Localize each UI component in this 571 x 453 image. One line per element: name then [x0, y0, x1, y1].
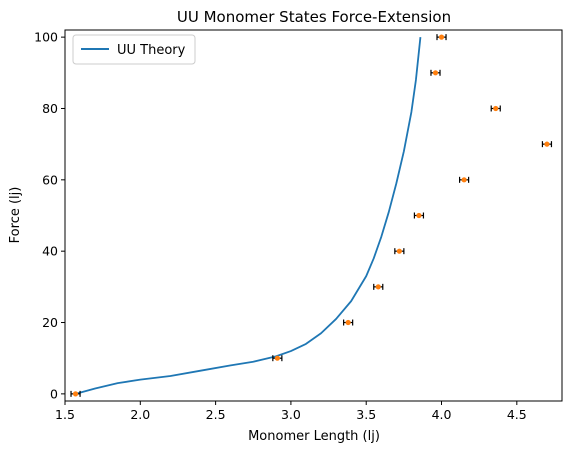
- data-point: [72, 391, 79, 397]
- data-point: [375, 284, 381, 290]
- y-tick-label: 100: [34, 30, 58, 45]
- x-tick-label: 2.5: [206, 407, 226, 422]
- data-point: [416, 212, 422, 219]
- y-tick-label: 0: [50, 386, 58, 401]
- x-tick-label: 4.5: [507, 407, 527, 422]
- data-point: [438, 34, 445, 40]
- x-tick-label: 3.0: [281, 407, 301, 422]
- y-tick-label: 80: [42, 101, 58, 116]
- axes-frame: [64, 29, 563, 402]
- y-tick-label: 40: [42, 244, 58, 259]
- x-tick-label: 3.5: [356, 407, 376, 422]
- data-point: [544, 141, 550, 147]
- y-tick-label: 20: [42, 315, 58, 330]
- data-point: [461, 177, 467, 183]
- chart-title: UU Monomer States Force-Extension: [177, 8, 451, 26]
- x-tick-label: 2.0: [130, 407, 150, 422]
- legend: UU Theory: [72, 34, 196, 65]
- legend-label-uu-theory: UU Theory: [117, 43, 186, 58]
- plot-area: 1.5 2.0 2.5 3.0 3.5 4.0 4.5 0 20 40 60 80 100: [34, 29, 563, 422]
- x-tick-label: 4.0: [432, 407, 452, 422]
- x-tick-label: 1.5: [55, 407, 75, 422]
- x-axis-label: Monomer Length (lj): [248, 429, 380, 444]
- series-line-uu-theory: [75, 37, 422, 395]
- y-axis-label: Force (lj): [8, 187, 23, 244]
- data-point: [396, 248, 402, 254]
- data-point: [345, 319, 351, 326]
- legend-box: [72, 34, 196, 65]
- y-tick-label: 60: [42, 172, 58, 187]
- data-point: [274, 355, 280, 361]
- data-point: [493, 105, 499, 112]
- data-point: [432, 70, 439, 76]
